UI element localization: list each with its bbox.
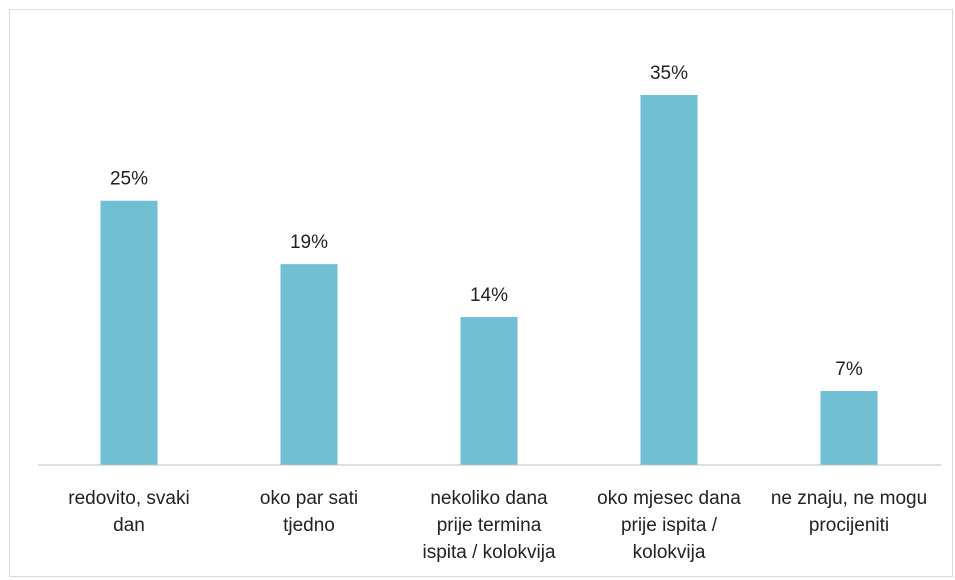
category-label-line: oko mjesec dana xyxy=(597,488,741,509)
category-label-line: prije ispita / xyxy=(621,515,718,536)
category-label-line: prije termina xyxy=(437,515,542,536)
bar-3 xyxy=(640,95,698,465)
category-label-line: oko par sati xyxy=(260,488,358,509)
category-label-1: oko par sati tjedno xyxy=(260,488,358,536)
data-label-3: 35% xyxy=(650,63,688,84)
data-label-0: 25% xyxy=(110,169,148,190)
category-label-3: oko mjesec dana prije ispita / kolokvija xyxy=(597,488,741,563)
category-label-line: tjedno xyxy=(283,515,335,536)
category-label-line: dan xyxy=(113,515,145,536)
bar-4 xyxy=(820,391,878,465)
bar-1 xyxy=(280,264,338,465)
category-label-4: ne znaju, ne mogu procijeniti xyxy=(771,488,927,536)
category-label-0: redovito, svaki dan xyxy=(68,488,189,536)
category-label-line: ne znaju, ne mogu xyxy=(771,488,927,509)
category-label-line: kolokvija xyxy=(633,542,706,563)
data-label-4: 7% xyxy=(835,359,863,380)
category-label-2: nekoliko dana prije termina ispita / kolok… xyxy=(422,488,555,563)
category-label-line: ispita / kolokvija xyxy=(422,542,555,563)
chart-frame xyxy=(9,9,953,577)
data-label-2: 14% xyxy=(470,285,508,306)
bar-2 xyxy=(460,317,518,465)
bar-0 xyxy=(100,200,158,465)
category-label-line: redovito, svaki xyxy=(68,488,189,509)
category-label-line: procijeniti xyxy=(809,515,889,536)
category-label-line: nekoliko dana xyxy=(430,488,548,509)
data-label-1: 19% xyxy=(290,232,328,253)
